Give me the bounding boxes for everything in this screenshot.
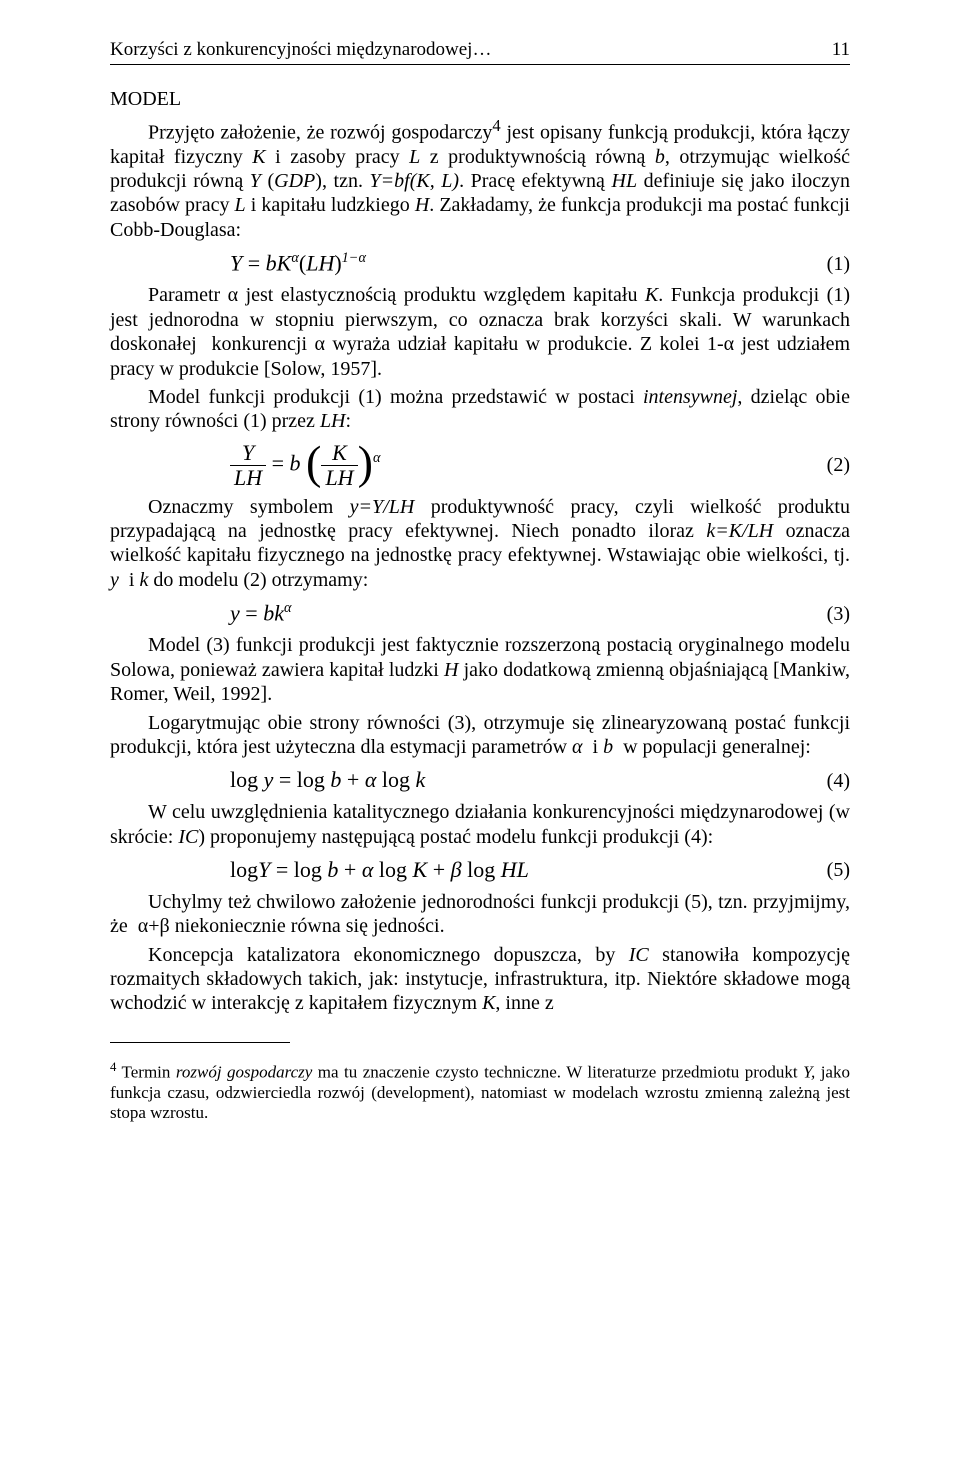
equation-5: logY = log b + α log K + β log HL: [110, 857, 800, 884]
paragraph-3: Oznaczmy symbolem y=Y/LH produktywność p…: [110, 495, 850, 593]
paragraph-6: W celu uwzględnienia katalitycznego dzia…: [110, 800, 850, 849]
equation-3: y = bkα: [110, 600, 800, 627]
equation-3-number: (3): [800, 602, 850, 626]
paragraph-8: Koncepcja katalizatora ekonomicznego dop…: [110, 943, 850, 1016]
equation-2-row: YLH = b (KLH)α (2): [110, 442, 850, 489]
running-title: Korzyści z konkurencyjności międzynarodo…: [110, 38, 491, 61]
paragraph-7: Uchylmy też chwilowo założenie jednorodn…: [110, 890, 850, 939]
paragraph-2a: Parametr α jest elastycznością produktu …: [110, 283, 850, 381]
equation-4: log y = log b + α log k: [110, 767, 800, 794]
equation-1-row: Y = bKα(LH)1−α (1): [110, 250, 850, 277]
footnote-rule: [110, 1042, 290, 1043]
equation-2: YLH = b (KLH)α: [110, 442, 800, 489]
footnote-4: 4 Termin rozwój gospodarczy ma tu znacze…: [110, 1060, 850, 1124]
header-rule: [110, 64, 850, 65]
equation-5-row: logY = log b + α log K + β log HL (5): [110, 857, 850, 884]
equation-5-number: (5): [800, 858, 850, 882]
page: Korzyści z konkurencyjności międzynarodo…: [0, 0, 960, 1475]
equation-2-number: (2): [800, 453, 850, 477]
footnote-marker: 4: [110, 1060, 116, 1074]
section-heading: MODEL: [110, 87, 850, 111]
paragraph-2b: Model funkcji produkcji (1) można przeds…: [110, 385, 850, 434]
equation-3-row: y = bkα (3): [110, 600, 850, 627]
equation-1: Y = bKα(LH)1−α: [110, 250, 800, 277]
running-header: Korzyści z konkurencyjności międzynarodo…: [110, 38, 850, 61]
page-number: 11: [832, 38, 850, 61]
paragraph-1: Przyjęto założenie, że rozwój gospodarcz…: [110, 116, 850, 243]
equation-4-row: log y = log b + α log k (4): [110, 767, 850, 794]
paragraph-4: Model (3) funkcji produkcji jest faktycz…: [110, 633, 850, 706]
equation-4-number: (4): [800, 769, 850, 793]
equation-1-number: (1): [800, 252, 850, 276]
paragraph-5: Logarytmując obie strony równości (3), o…: [110, 711, 850, 760]
